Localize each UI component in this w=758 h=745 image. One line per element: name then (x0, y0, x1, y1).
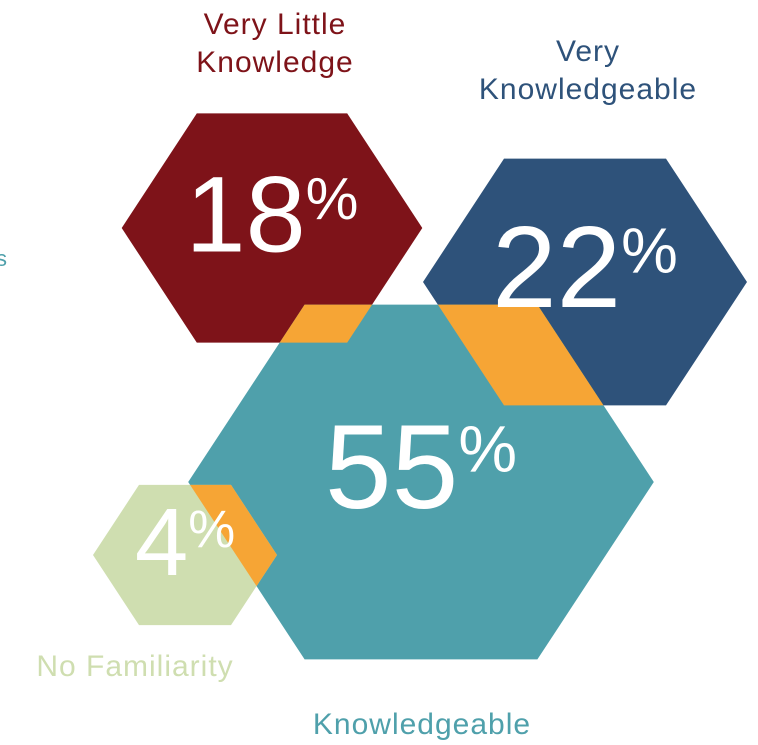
value-digits: 22 (492, 202, 621, 332)
overlap (423, 304, 654, 406)
category-label: No Familiarity (36, 650, 234, 683)
value-digits: 4 (135, 490, 188, 597)
category-label: Very Little Knowledge (196, 8, 354, 79)
category-label: Very Knowledgeable (478, 35, 698, 106)
value-label: 55% (325, 400, 517, 534)
value-unit: % (458, 412, 517, 486)
value-unit: % (306, 165, 359, 232)
value-unit: % (188, 500, 235, 559)
value-digits: 55 (325, 400, 458, 534)
category-label: Knowledgeable (312, 708, 532, 741)
hexagon (121, 113, 423, 343)
value-label: 22% (492, 202, 678, 332)
value-label: 18% (186, 153, 359, 274)
value-unit: % (621, 214, 678, 286)
annotation: s (0, 246, 7, 271)
value-label: 4% (135, 490, 235, 597)
value-digits: 18 (186, 153, 306, 274)
